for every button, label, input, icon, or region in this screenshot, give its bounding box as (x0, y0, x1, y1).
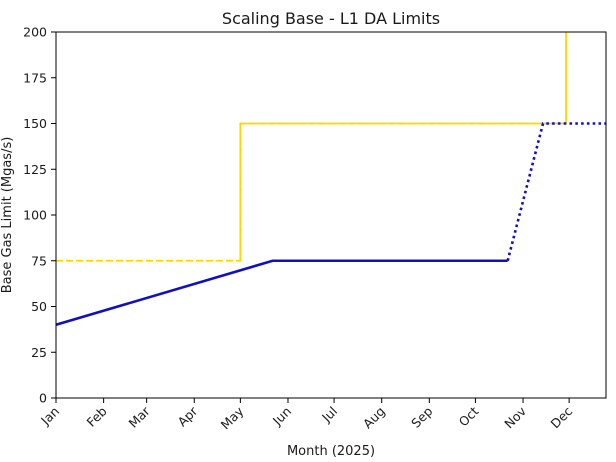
x-tick-label: May (218, 403, 247, 432)
x-tick-label: Mar (125, 403, 153, 431)
y-tick-label: 75 (31, 253, 47, 268)
y-tick-label: 175 (23, 70, 47, 85)
series-line-1 (56, 122, 562, 262)
chart-title: Scaling Base - L1 DA Limits (222, 9, 440, 28)
y-tick-label: 50 (31, 299, 47, 314)
x-tick-label: Oct (456, 403, 482, 429)
x-tick-label: Jan (37, 404, 62, 429)
y-tick-label: 125 (23, 162, 47, 177)
x-tick-label: Apr (174, 403, 201, 430)
x-axis: Jan Feb Mar Apr May Jun Jul Aug Sep Oct Nov Dec (37, 398, 575, 432)
y-tick-label: 200 (23, 25, 47, 40)
y-tick-label: 0 (39, 391, 47, 406)
y-axis: 0 25 50 75 100 125 150 175 200 (23, 25, 56, 406)
x-tick-label: Sep (408, 403, 435, 430)
series-lines (55, 32, 606, 327)
series-line-2 (239, 32, 567, 261)
x-axis-label: Month (2025) (287, 444, 375, 459)
x-tick-label: Jul (318, 404, 340, 426)
x-tick-label: Dec (548, 403, 576, 431)
y-tick-label: 25 (31, 345, 47, 360)
x-tick-label: Nov (501, 403, 529, 431)
y-axis-label: Base Gas Limit (Mgas/s) (0, 137, 15, 294)
x-tick-label: Aug (360, 404, 388, 432)
series-line-3 (55, 259, 508, 327)
series-line-4 (506, 122, 606, 262)
x-tick-label: Jun (269, 404, 294, 429)
y-tick-label: 150 (23, 116, 47, 131)
plot-frame (55, 31, 607, 399)
x-tick-label: Feb (83, 403, 109, 429)
y-tick-label: 100 (23, 208, 47, 223)
